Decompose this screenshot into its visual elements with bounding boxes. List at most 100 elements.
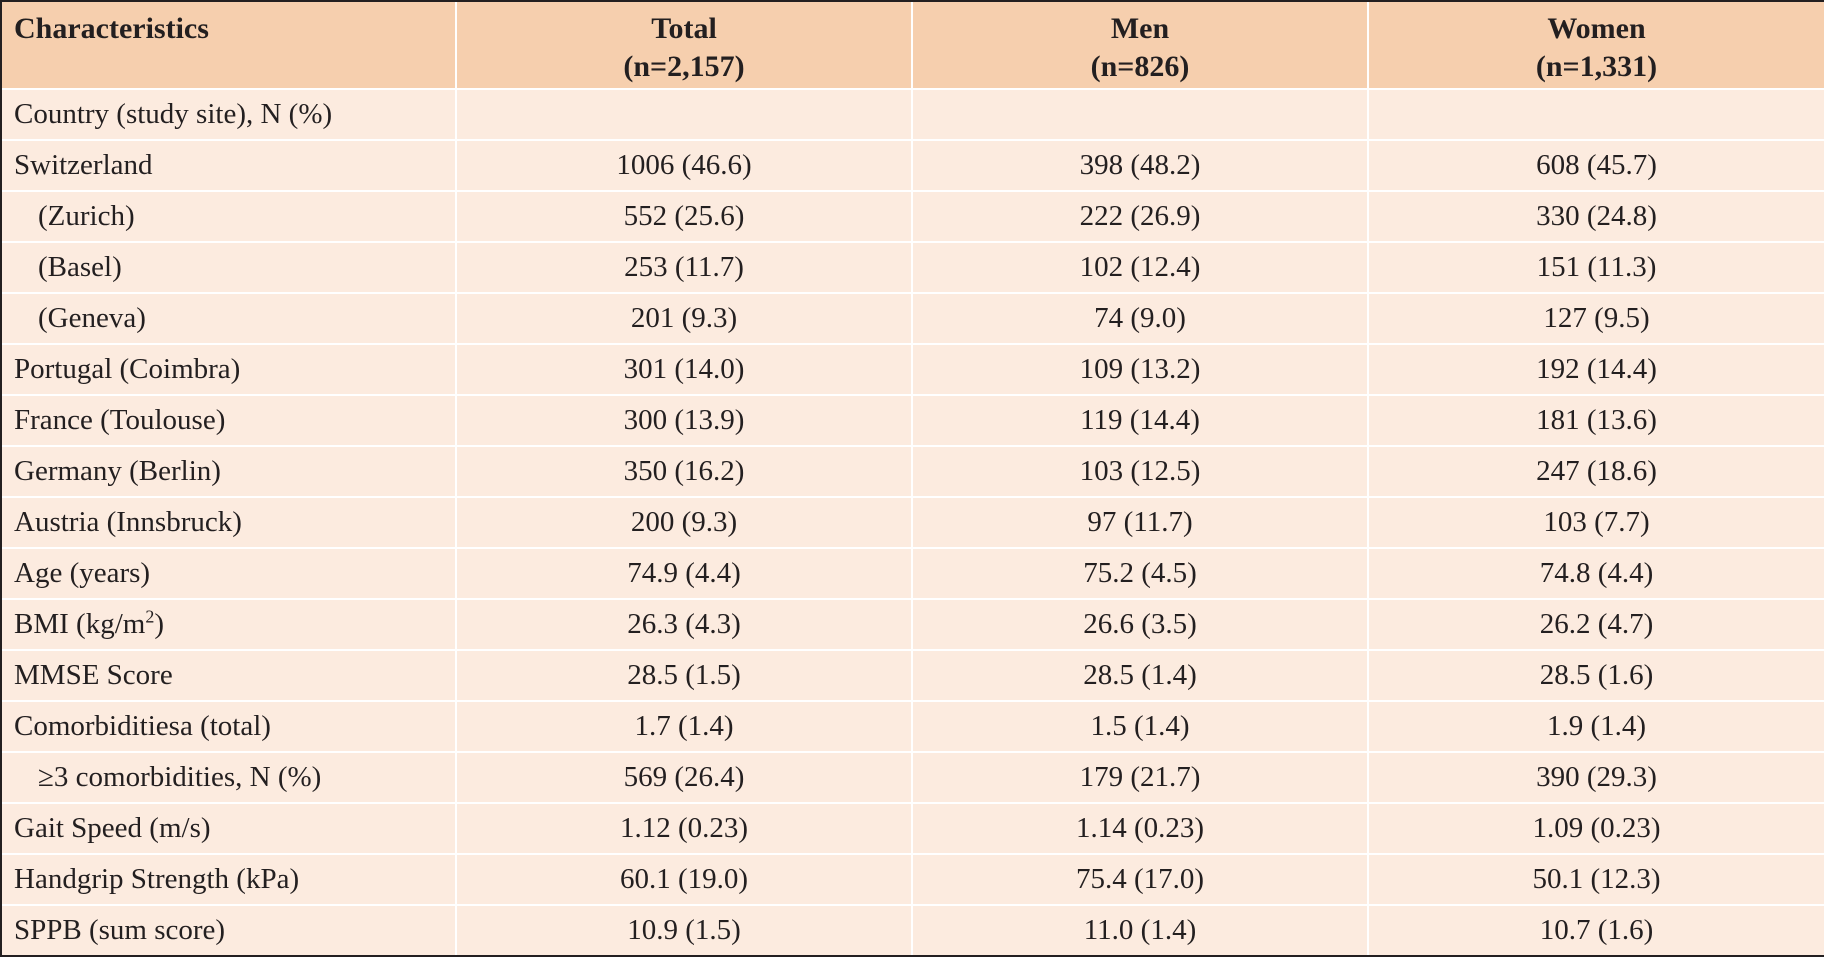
table-row: Handgrip Strength (kPa) 60.1 (19.0) 75.4… (0, 853, 1824, 905)
men-value: 28.5 (1.4) (911, 649, 1368, 701)
total-value: 28.5 (1.5) (455, 649, 912, 701)
men-value: 119 (14.4) (911, 394, 1368, 446)
total-value: 1.7 (1.4) (455, 700, 912, 752)
table-row: MMSE Score 28.5 (1.5) 28.5 (1.4) 28.5 (1… (0, 649, 1824, 701)
row-label: France (Toulouse) (0, 394, 456, 446)
women-value: 28.5 (1.6) (1367, 649, 1824, 701)
men-value: 97 (11.7) (911, 496, 1368, 548)
total-value (455, 88, 912, 140)
header-women: Women (n=1,331) (1367, 0, 1824, 89)
header-women-label: Women (1547, 12, 1646, 45)
row-label: Austria (Innsbruck) (0, 496, 456, 548)
header-characteristics: Characteristics (0, 0, 456, 89)
men-value: 222 (26.9) (911, 190, 1368, 242)
men-value: 74 (9.0) (911, 292, 1368, 344)
total-value: 74.9 (4.4) (455, 547, 912, 599)
table-row: Austria (Innsbruck) 200 (9.3) 97 (11.7) … (0, 496, 1824, 548)
table-row: Age (years) 74.9 (4.4) 75.2 (4.5) 74.8 (… (0, 547, 1824, 599)
header-men-label: Men (1110, 12, 1170, 45)
row-label: Switzerland (0, 139, 456, 191)
table-row: (Geneva) 201 (9.3) 74 (9.0) 127 (9.5) (0, 292, 1824, 344)
women-value: 330 (24.8) (1367, 190, 1824, 242)
table-row: ≥3 comorbidities, N (%) 569 (26.4) 179 (… (0, 751, 1824, 803)
women-value (1367, 88, 1824, 140)
row-label: Handgrip Strength (kPa) (0, 853, 456, 905)
women-value: 151 (11.3) (1367, 241, 1824, 293)
total-value: 301 (14.0) (455, 343, 912, 395)
total-value: 253 (11.7) (455, 241, 912, 293)
men-value: 398 (48.2) (911, 139, 1368, 191)
men-value: 75.4 (17.0) (911, 853, 1368, 905)
header-total-label: Total (651, 12, 717, 45)
total-value: 10.9 (1.5) (455, 904, 912, 957)
table-row: BMI (kg/m2) 26.3 (4.3) 26.6 (3.5) 26.2 (… (0, 598, 1824, 650)
row-label: (Basel) (0, 241, 456, 293)
row-label: BMI (kg/m2) (0, 598, 456, 650)
header-men: Men (n=826) (911, 0, 1368, 89)
header-total: Total (n=2,157) (455, 0, 912, 89)
row-label: Comorbiditiesa (total) (0, 700, 456, 752)
table-row: Germany (Berlin) 350 (16.2) 103 (12.5) 2… (0, 445, 1824, 497)
women-value: 390 (29.3) (1367, 751, 1824, 803)
total-value: 300 (13.9) (455, 394, 912, 446)
row-label-text: BMI (kg/m (14, 608, 146, 640)
total-value: 552 (25.6) (455, 190, 912, 242)
header-total-n: (n=2,157) (623, 50, 745, 83)
row-label: Gait Speed (m/s) (0, 802, 456, 854)
men-value: 1.14 (0.23) (911, 802, 1368, 854)
total-value: 26.3 (4.3) (455, 598, 912, 650)
table-header-row: Characteristics Total (n=2,157) Men (n=8… (0, 0, 1824, 89)
table-row: SPPB (sum score) 10.9 (1.5) 11.0 (1.4) 1… (0, 904, 1824, 957)
row-label: (Geneva) (0, 292, 456, 344)
total-value: 569 (26.4) (455, 751, 912, 803)
women-value: 74.8 (4.4) (1367, 547, 1824, 599)
table-row: (Basel) 253 (11.7) 102 (12.4) 151 (11.3) (0, 241, 1824, 293)
row-label: MMSE Score (0, 649, 456, 701)
total-value: 350 (16.2) (455, 445, 912, 497)
row-label-suffix: ) (154, 608, 164, 640)
women-value: 247 (18.6) (1367, 445, 1824, 497)
women-value: 103 (7.7) (1367, 496, 1824, 548)
table-row: Comorbiditiesa (total) 1.7 (1.4) 1.5 (1.… (0, 700, 1824, 752)
men-value: 109 (13.2) (911, 343, 1368, 395)
table-row: Gait Speed (m/s) 1.12 (0.23) 1.14 (0.23)… (0, 802, 1824, 854)
total-value: 200 (9.3) (455, 496, 912, 548)
row-label: (Zurich) (0, 190, 456, 242)
total-value: 201 (9.3) (455, 292, 912, 344)
row-label: ≥3 comorbidities, N (%) (0, 751, 456, 803)
men-value: 102 (12.4) (911, 241, 1368, 293)
table-row: Switzerland 1006 (46.6) 398 (48.2) 608 (… (0, 139, 1824, 191)
women-value: 192 (14.4) (1367, 343, 1824, 395)
row-label: Age (years) (0, 547, 456, 599)
header-characteristics-label: Characteristics (14, 12, 209, 45)
men-value: 103 (12.5) (911, 445, 1368, 497)
men-value: 11.0 (1.4) (911, 904, 1368, 957)
row-label: SPPB (sum score) (0, 904, 456, 957)
total-value: 1.12 (0.23) (455, 802, 912, 854)
header-men-n: (n=826) (1090, 50, 1190, 83)
women-value: 50.1 (12.3) (1367, 853, 1824, 905)
women-value: 1.09 (0.23) (1367, 802, 1824, 854)
header-women-n: (n=1,331) (1535, 50, 1658, 83)
row-label: Country (study site), N (%) (0, 88, 456, 140)
women-value: 1.9 (1.4) (1367, 700, 1824, 752)
row-label: Germany (Berlin) (0, 445, 456, 497)
women-value: 127 (9.5) (1367, 292, 1824, 344)
men-value: 26.6 (3.5) (911, 598, 1368, 650)
men-value: 1.5 (1.4) (911, 700, 1368, 752)
row-label: Portugal (Coimbra) (0, 343, 456, 395)
men-value (911, 88, 1368, 140)
women-value: 26.2 (4.7) (1367, 598, 1824, 650)
men-value: 75.2 (4.5) (911, 547, 1368, 599)
men-value: 179 (21.7) (911, 751, 1368, 803)
table-row: Country (study site), N (%) (0, 88, 1824, 140)
total-value: 60.1 (19.0) (455, 853, 912, 905)
table-row: France (Toulouse) 300 (13.9) 119 (14.4) … (0, 394, 1824, 446)
table-row: Portugal (Coimbra) 301 (14.0) 109 (13.2)… (0, 343, 1824, 395)
row-label-superscript: 2 (145, 606, 155, 627)
total-value: 1006 (46.6) (455, 139, 912, 191)
table-row: (Zurich) 552 (25.6) 222 (26.9) 330 (24.8… (0, 190, 1824, 242)
women-value: 181 (13.6) (1367, 394, 1824, 446)
